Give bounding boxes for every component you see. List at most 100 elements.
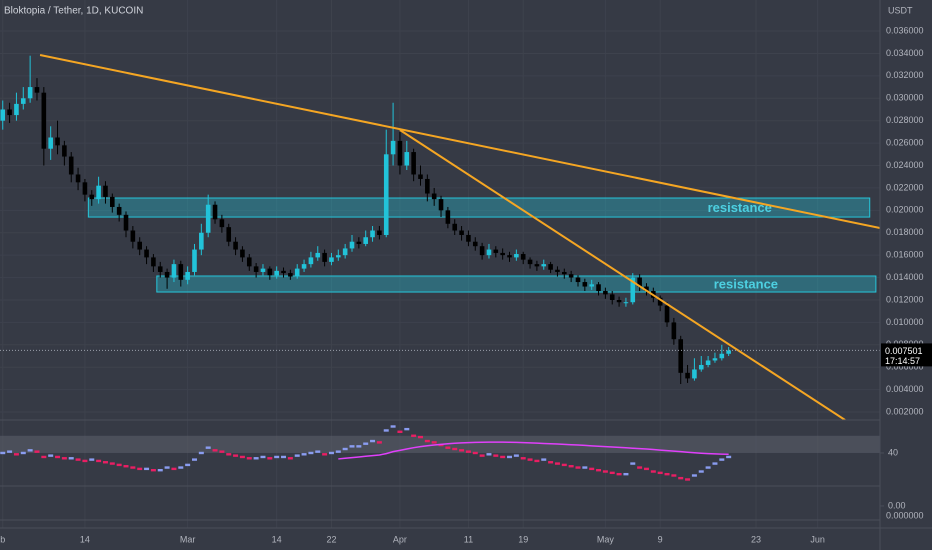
candle-body — [281, 270, 286, 274]
candle-body — [267, 268, 273, 276]
candle-body — [322, 252, 327, 262]
x-tick-label: 14 — [80, 534, 90, 544]
candle-body — [678, 339, 684, 373]
y-tick-label: 0.028000 — [886, 115, 924, 125]
candle-body — [308, 257, 314, 265]
candle-body — [466, 234, 471, 242]
plot-area: resistance resistance — [0, 54, 880, 420]
indicator-mark — [157, 468, 163, 472]
indicator-mark — [349, 445, 355, 448]
indicator-mark — [82, 459, 88, 463]
indicator-mark — [698, 470, 704, 473]
y-tick-label: 0.036000 — [886, 25, 924, 35]
candle-body — [0, 109, 6, 121]
candle-body — [219, 219, 225, 228]
indicator-mark — [287, 457, 293, 460]
last-price-label: 0.007501 — [885, 346, 923, 356]
indicator-mark — [253, 457, 259, 460]
candle-body — [212, 204, 218, 220]
candle-body — [68, 156, 74, 175]
candle-body — [582, 282, 588, 287]
candle-body — [452, 223, 458, 231]
candle-body — [534, 264, 540, 267]
indicator-mark — [650, 470, 656, 473]
resistance-zone — [87, 197, 871, 218]
indicator-mark — [541, 458, 547, 461]
candle-body — [288, 273, 293, 277]
indicator-mark — [198, 451, 204, 455]
indicator-mark — [527, 458, 533, 461]
indicator-mark — [548, 461, 554, 464]
indicator-mark — [431, 441, 437, 444]
indicator-mark — [465, 450, 471, 453]
candle-body — [630, 277, 636, 303]
y-tick-label: 0.024000 — [886, 160, 924, 170]
x-tick-label: 22 — [326, 534, 336, 544]
indicator-mark — [513, 454, 519, 457]
indicator-mark — [383, 429, 389, 432]
indicator-mark — [726, 455, 732, 459]
candle-body — [486, 249, 492, 256]
indicator-mark — [315, 450, 321, 453]
indicator-mark — [671, 474, 677, 477]
candle-body — [164, 271, 170, 278]
indicator-mark — [301, 453, 307, 456]
candle-body — [7, 109, 12, 116]
indicator-mark — [630, 462, 636, 465]
y-tick-label: 0.018000 — [886, 227, 924, 237]
candle-body — [294, 268, 300, 277]
candle-body — [233, 241, 238, 250]
candle-body — [377, 230, 382, 235]
trendline — [399, 129, 846, 420]
indicator-mark — [191, 458, 197, 461]
candle-body — [555, 269, 560, 272]
candle-body — [616, 299, 622, 303]
indicator-mark — [643, 467, 649, 471]
indicator-mark — [335, 450, 341, 453]
indicator-mark — [144, 467, 150, 471]
candle-body — [246, 257, 252, 267]
candle-body — [226, 227, 232, 242]
candle-body — [527, 259, 533, 265]
indicator-mark — [246, 457, 252, 460]
indicator-mark — [602, 470, 608, 473]
indicator-mark — [7, 450, 13, 453]
x-tick-label: Mar — [180, 534, 196, 544]
candle-body — [48, 137, 53, 149]
candle-body — [130, 230, 136, 242]
indicator-mark — [322, 453, 328, 456]
indicator-mark — [274, 455, 280, 459]
candle-body — [596, 284, 601, 292]
candle-body — [178, 264, 184, 280]
indicator-mark — [164, 466, 170, 469]
indicator-mark — [616, 472, 622, 476]
indicator-mark — [294, 454, 300, 457]
indicator-mark — [705, 466, 711, 469]
zone-label: resistance — [708, 200, 772, 215]
last-price-box — [881, 343, 932, 367]
indicator-mark — [48, 454, 54, 457]
candle-body — [479, 246, 485, 256]
x-tick-label: b — [0, 534, 5, 544]
indicator-mark — [657, 471, 663, 475]
y-tick-label: 0.032000 — [886, 70, 924, 80]
candle-body — [404, 152, 410, 166]
indicator-mark — [452, 447, 458, 451]
candle-body — [123, 214, 129, 231]
indicator-mark — [623, 472, 629, 476]
candle-body — [418, 174, 423, 179]
candle-body — [719, 353, 725, 359]
candle-body — [438, 199, 444, 211]
indicator-tick-label: 40 — [888, 447, 898, 457]
candle-body — [110, 196, 115, 207]
zone-label: resistance — [714, 276, 778, 291]
x-tick-label: 9 — [658, 534, 663, 544]
candle-body — [20, 98, 26, 104]
indicator-mark — [233, 454, 239, 457]
candle-body — [685, 372, 690, 379]
indicator-mark — [637, 466, 643, 469]
indicator-mark — [342, 447, 348, 451]
indicator-mark — [596, 468, 602, 472]
